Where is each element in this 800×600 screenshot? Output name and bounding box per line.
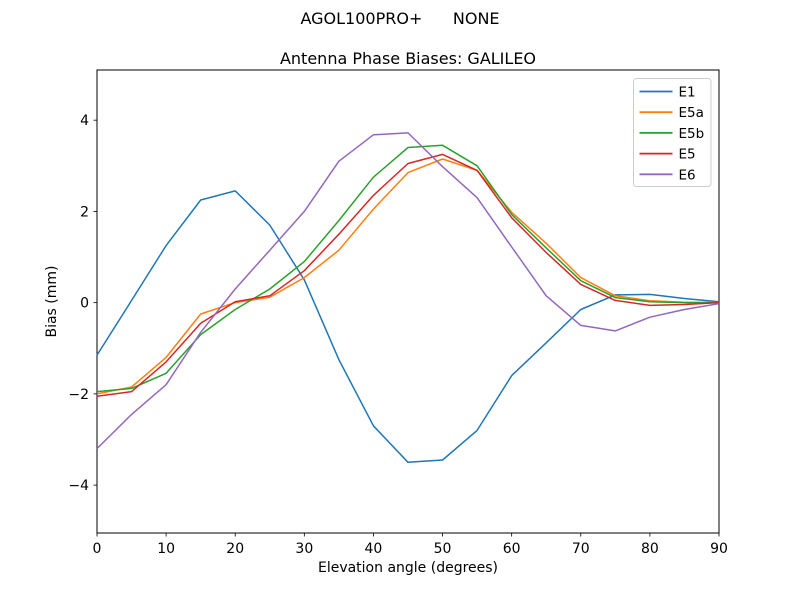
chart-title: Antenna Phase Biases: GALILEO: [280, 49, 536, 68]
y-tick-label-2: 0: [80, 296, 89, 312]
legend-label-E5b: E5b: [679, 126, 705, 142]
x-tick-label-9: 90: [710, 541, 728, 557]
x-tick-label-5: 50: [434, 541, 452, 557]
x-tick-label-0: 0: [93, 541, 102, 557]
legend-label-E1: E1: [679, 85, 696, 101]
x-tick-label-2: 20: [226, 541, 244, 557]
figure-suptitle: AGOL100PRO+ NONE: [300, 9, 500, 28]
x-tick-label-6: 60: [503, 541, 521, 557]
y-tick-label-1: −2: [68, 387, 89, 403]
series-line-E5a: [96, 158, 720, 395]
legend-label-E5a: E5a: [679, 105, 704, 121]
series-line-E1: [96, 190, 720, 464]
legend-label-E6: E6: [679, 167, 696, 183]
series-line-E5: [96, 153, 720, 397]
y-tick-label-0: −4: [68, 478, 89, 494]
x-axis-label: Elevation angle (degrees): [318, 560, 498, 576]
x-tick-label-3: 30: [295, 541, 313, 557]
y-tick-label-3: 2: [80, 204, 89, 220]
y-axis-label: Bias (mm): [44, 265, 60, 337]
y-tick-label-4: 4: [80, 113, 89, 129]
x-tick-label-7: 70: [572, 541, 590, 557]
x-tick-label-4: 40: [365, 541, 383, 557]
x-tick-label-8: 80: [641, 541, 659, 557]
x-tick-label-1: 10: [157, 541, 175, 557]
series-line-E5b: [96, 144, 719, 393]
series-line-E6: [96, 132, 720, 450]
legend-label-E5: E5: [679, 147, 696, 163]
